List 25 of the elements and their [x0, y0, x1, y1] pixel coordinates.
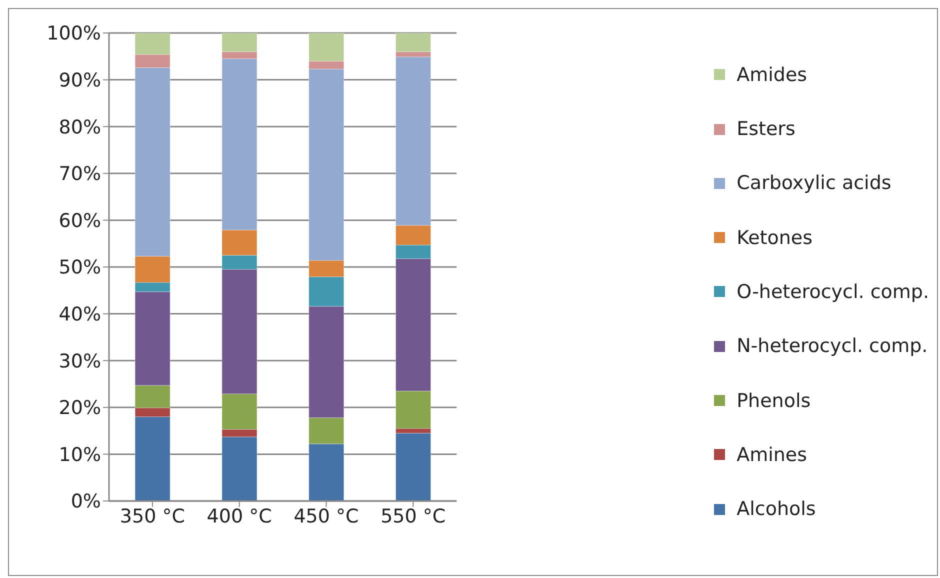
legend-label: Phenols [736, 390, 811, 412]
legend-label: Amines [736, 444, 808, 466]
y-tick-label: 10% [58, 444, 101, 466]
y-tick-label: 20% [58, 397, 101, 420]
legend-label: N-heterocycl. comp. [736, 335, 928, 358]
y-tick-label: 90% [58, 70, 101, 92]
x-tick-label: 400 °C [206, 505, 272, 528]
y-tick-label: 0% [70, 490, 101, 513]
y-tick-label: 70% [58, 163, 101, 186]
x-tick-label: 550 °C [380, 505, 446, 528]
x-tick-label: 450 °C [294, 505, 359, 528]
legend-label: Esters [736, 118, 796, 140]
y-tick-label: 50% [58, 256, 101, 279]
legend-label: Ketones [736, 226, 813, 249]
x-tick-label: 350 °C [120, 505, 185, 528]
y-tick-label: 80% [58, 116, 101, 138]
y-tick-label: 40% [58, 304, 101, 326]
legend-label: O-heterocycl. comp. [736, 280, 929, 303]
legend-label: Carboxylic acids [736, 172, 892, 194]
bar [396, 432, 432, 501]
legend-label: Amides [736, 64, 808, 86]
y-tick-label: 30% [58, 350, 101, 372]
y-tick-label: 100% [46, 22, 101, 45]
legend-label: Alcohols [736, 498, 816, 520]
y-tick-label: 60% [58, 210, 101, 232]
